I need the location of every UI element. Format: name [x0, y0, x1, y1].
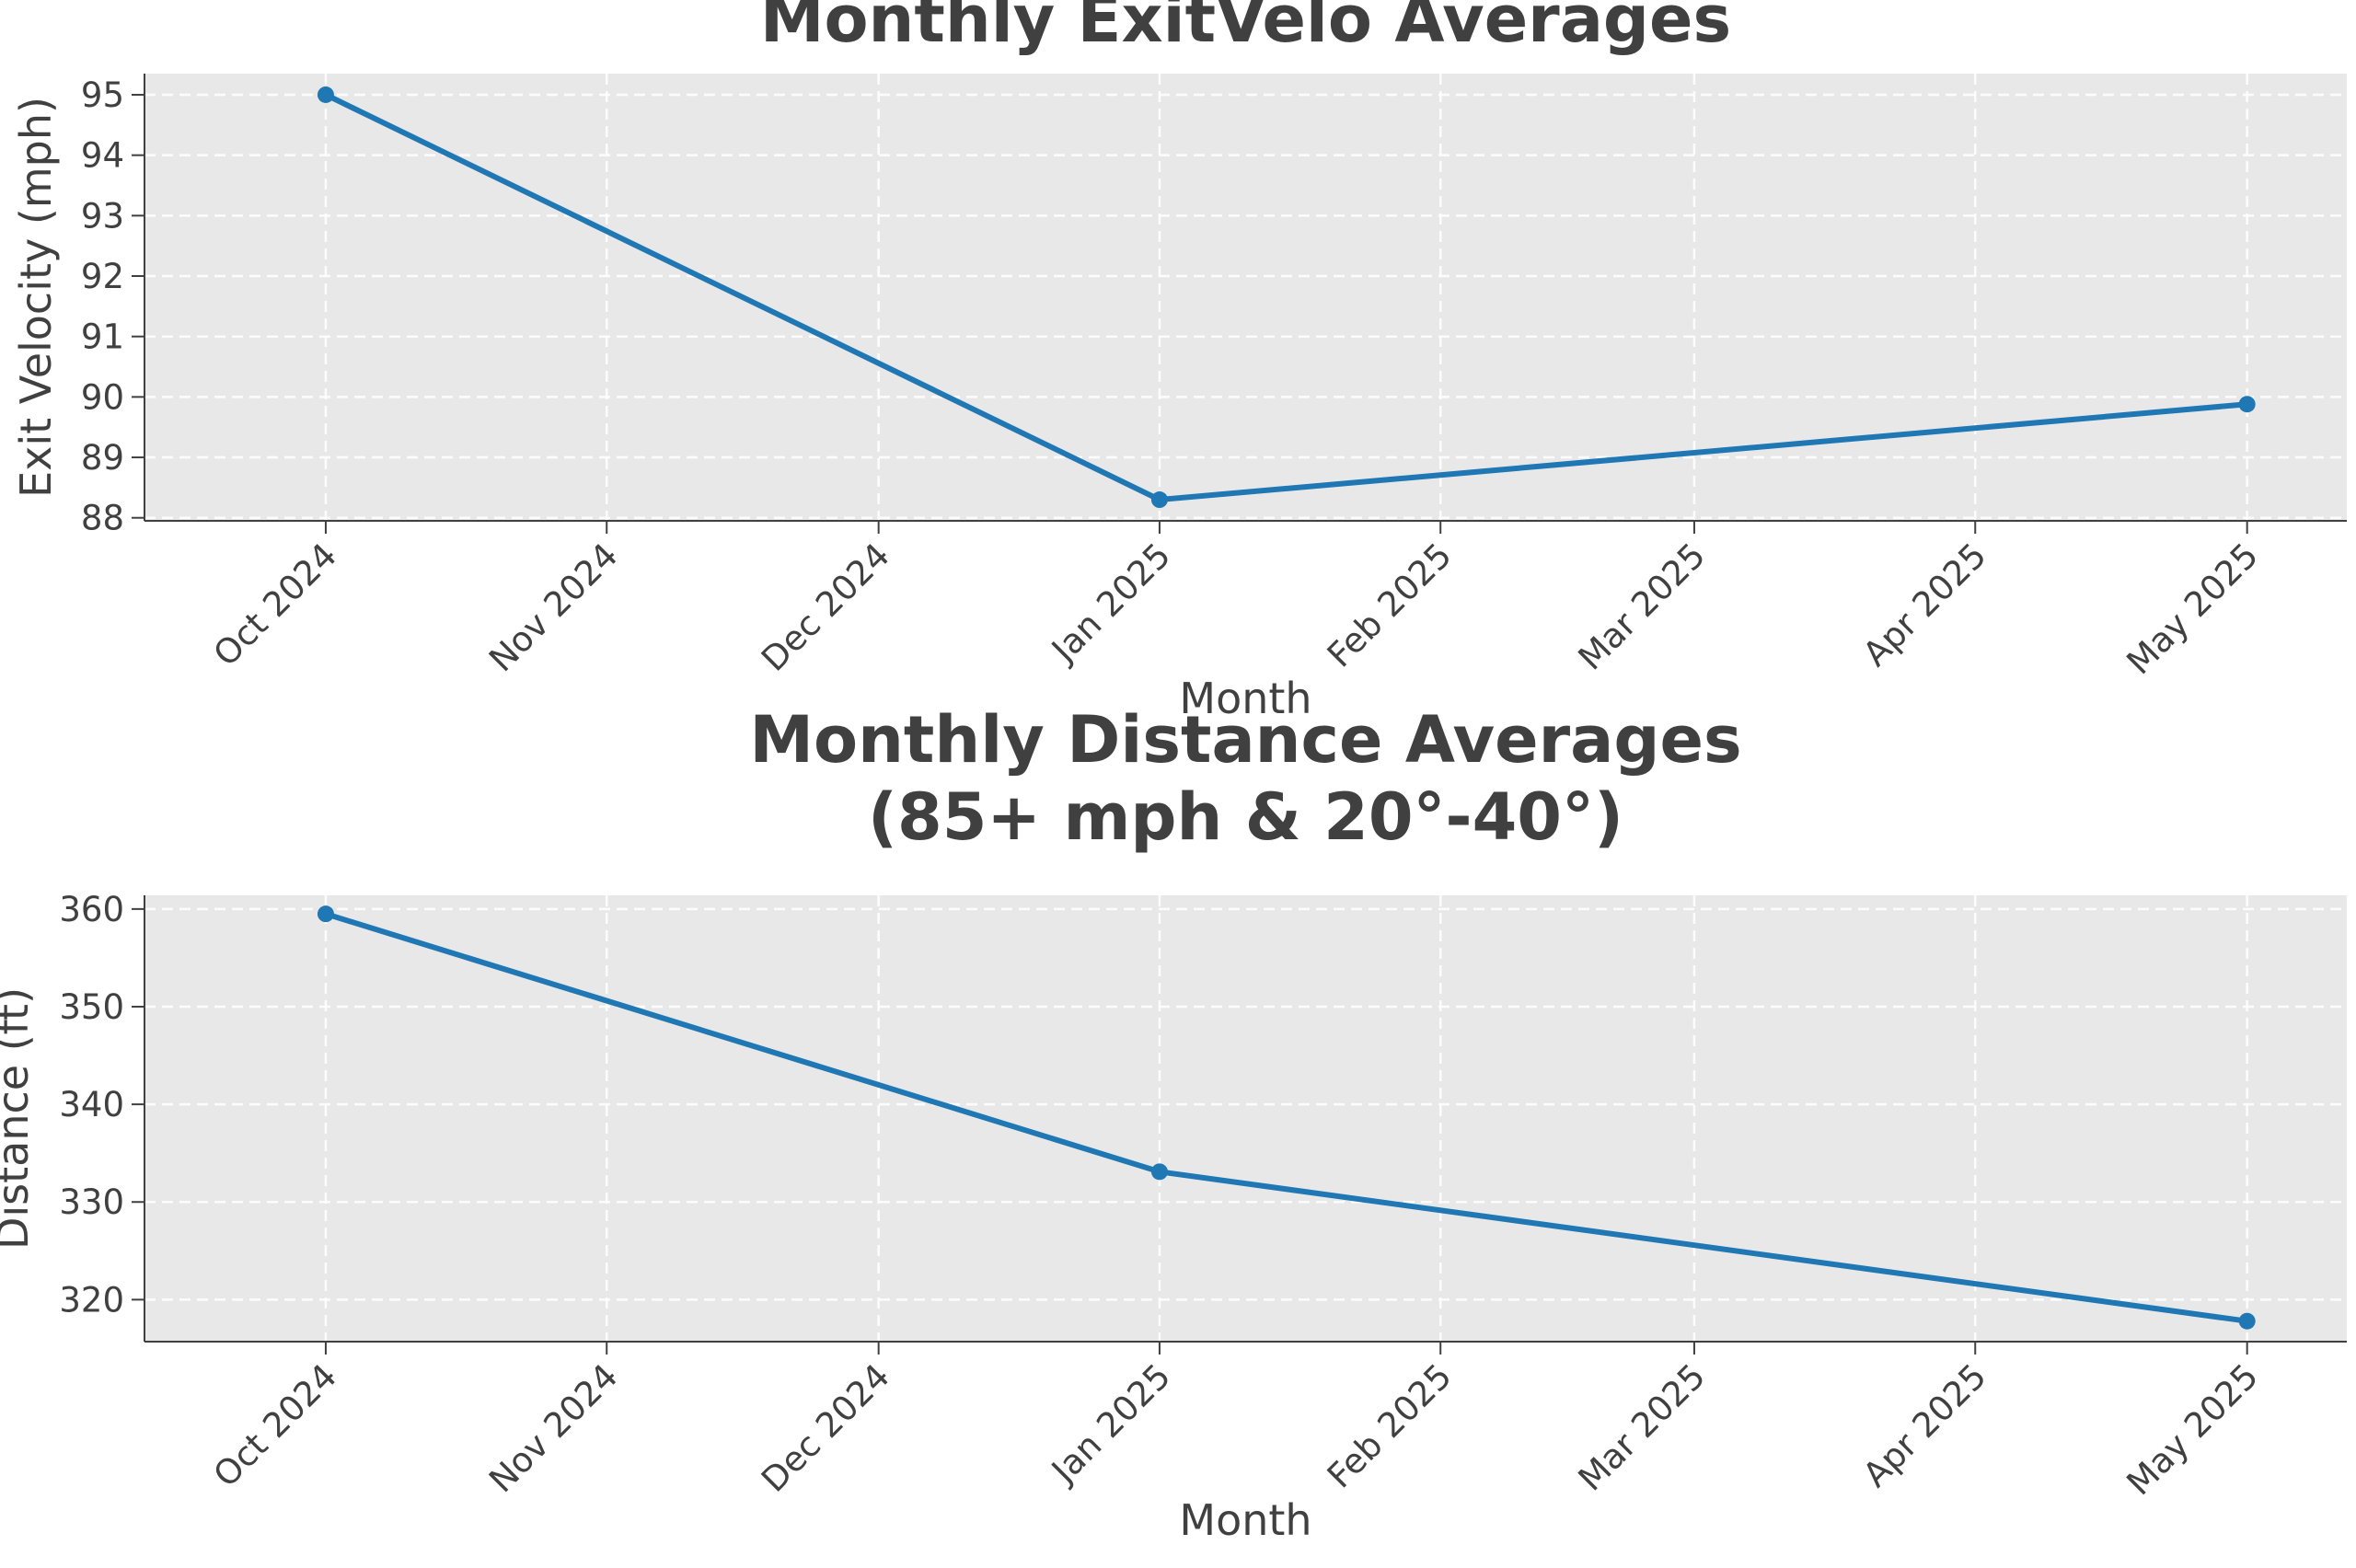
x-tick-label: Nov 2024: [481, 1356, 625, 1500]
x-tick-label: Dec 2024: [754, 1356, 897, 1500]
plot-area: [144, 74, 2347, 521]
y-tick-label: 92: [81, 257, 124, 296]
y-tick-label: 93: [81, 196, 124, 236]
x-tick-label: Dec 2024: [754, 536, 897, 679]
y-tick-label: 350: [59, 987, 124, 1027]
y-tick-label: 330: [59, 1182, 124, 1222]
y-tick-label: 320: [59, 1280, 124, 1320]
y-tick-label: 90: [81, 377, 124, 417]
data-point: [1150, 1163, 1168, 1181]
data-point: [2238, 1312, 2256, 1330]
y-tick-label: 88: [81, 499, 124, 538]
chart-title: Monthly Distance Averages (85+ mph & 20°-…: [749, 702, 1741, 855]
x-tick-label: Oct 2024: [206, 536, 345, 674]
x-tick-label: Jan 2025: [1043, 536, 1178, 671]
x-tick-label: Apr 2025: [1855, 1356, 1994, 1495]
y-tick-label: 94: [81, 136, 124, 176]
x-tick-label: Jan 2025: [1043, 1356, 1178, 1492]
y-tick-label: 340: [59, 1085, 124, 1124]
y-tick-label: 91: [81, 317, 124, 357]
data-point: [2238, 396, 2256, 413]
y-tick-label: 360: [59, 890, 124, 929]
y-tick-label: 89: [81, 438, 124, 478]
x-tick-label: Feb 2025: [1320, 536, 1460, 675]
x-axis-label: Month: [1179, 674, 1311, 723]
chart-panel-1: Oct 2024 Nov 2024 Dec 2024 Jan 2025 Feb 2025…: [11, 0, 2347, 723]
chart-title: Monthly ExitVelo Averages: [760, 0, 1731, 57]
y-tick-label: 95: [81, 75, 124, 115]
x-tick-label: Nov 2024: [481, 536, 625, 679]
chart-panel-2: Oct 2024 Nov 2024 Dec 2024 Jan 2025 Feb 2025…: [0, 702, 2347, 1545]
x-tick-label: Apr 2025: [1855, 536, 1994, 674]
data-point: [317, 86, 334, 103]
x-tick-label: May 2025: [2119, 536, 2266, 682]
x-tick-label: May 2025: [2119, 1356, 2266, 1503]
y-axis-label: Distance (ft): [0, 987, 38, 1250]
x-tick-label: Oct 2024: [206, 1356, 345, 1495]
y-axis-label: Exit Velocity (mph): [11, 97, 61, 498]
x-tick-label: Feb 2025: [1320, 1356, 1460, 1496]
x-tick-label: Mar 2025: [1571, 536, 1714, 678]
x-axis-label: Month: [1179, 1495, 1311, 1545]
x-tick-label: Mar 2025: [1571, 1356, 1714, 1499]
data-point: [1150, 491, 1168, 509]
data-point: [317, 905, 334, 923]
